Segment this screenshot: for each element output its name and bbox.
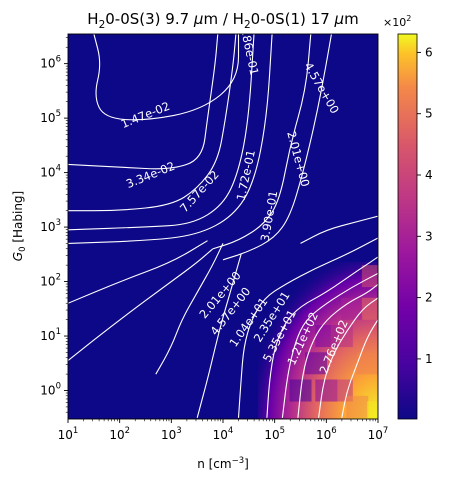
x-axis-label: n [cm−3]: [197, 456, 249, 471]
heatmap-cells: [289, 265, 378, 419]
x-tick-label: 103: [161, 426, 182, 442]
contour-line: [212, 34, 312, 250]
contour-line: [68, 34, 273, 244]
contour-lines: [68, 34, 378, 418]
y-tick-label: 102: [40, 273, 61, 289]
colorbar-tick-label: 3: [425, 229, 433, 243]
contour-line: [68, 34, 237, 212]
x-tick-label: 106: [316, 426, 337, 442]
y-tick-label: 105: [40, 109, 61, 125]
contour-line: [222, 34, 333, 261]
colorbar-ticks: 1 2 3 4 5 6: [417, 45, 433, 366]
heatmap-cell: [305, 352, 327, 375]
y-axis-ticks: 100 101 102 103 104 105 106: [40, 37, 68, 413]
x-tick-label: 107: [368, 426, 389, 442]
heatmap-cell: [361, 265, 378, 288]
colorbar-tick-label: 1: [425, 352, 433, 366]
contour-line: [266, 256, 378, 418]
contour-line: [300, 215, 378, 244]
heatmap-cell: [356, 352, 378, 375]
colorbar-gradient: [397, 33, 418, 420]
contour-line: [68, 34, 255, 231]
contour-line: [297, 283, 378, 418]
contour-line: [341, 319, 378, 418]
colorbar-tick-label: 6: [425, 45, 433, 59]
contour-line: [237, 237, 378, 418]
colorbar: 1 2 3 4 5 6 ×102: [383, 14, 433, 420]
y-tick-label: 103: [40, 218, 61, 234]
x-tick-label: 104: [213, 426, 234, 442]
colorbar-multiplier: ×102: [383, 14, 411, 29]
heatmap-cell: [341, 297, 364, 320]
x-tick-label: 105: [264, 426, 285, 442]
colorbar-tick-label: 4: [425, 168, 433, 182]
heatmap-cell: [361, 297, 378, 320]
y-tick-label: 101: [40, 327, 61, 343]
contour-line: [196, 254, 242, 418]
y-tick-label: 104: [40, 164, 61, 180]
chart-title: H2​0-0S(3) 9.7 μm / H2​0-0S(1) 17 μm: [87, 10, 358, 31]
contour-line: [155, 243, 224, 375]
contour-line: [281, 272, 378, 418]
contour-line: [318, 297, 378, 418]
y-tick-label: 106: [40, 55, 61, 71]
colorbar-tick-label: 5: [425, 107, 433, 121]
heatmap-cell: [346, 395, 369, 418]
contour-line: [68, 248, 214, 362]
y-axis-label: G0 [Habing]: [11, 191, 28, 261]
contour-line: [68, 34, 219, 170]
x-axis-ticks: 101 102 103 104 105 106 107: [58, 419, 389, 442]
plot-area: 1.47e-023.34e-02 7.57e-02 1.72e-013.90e-01…: [67, 33, 379, 420]
heatmap-cell: [367, 401, 378, 419]
x-tick-label: 102: [109, 426, 130, 442]
contour-line: [68, 240, 208, 304]
colorbar-tick-label: 2: [425, 291, 433, 305]
contour-line: [93, 34, 240, 121]
x-tick-label: 101: [58, 426, 79, 442]
y-tick-label: 100: [40, 382, 61, 398]
